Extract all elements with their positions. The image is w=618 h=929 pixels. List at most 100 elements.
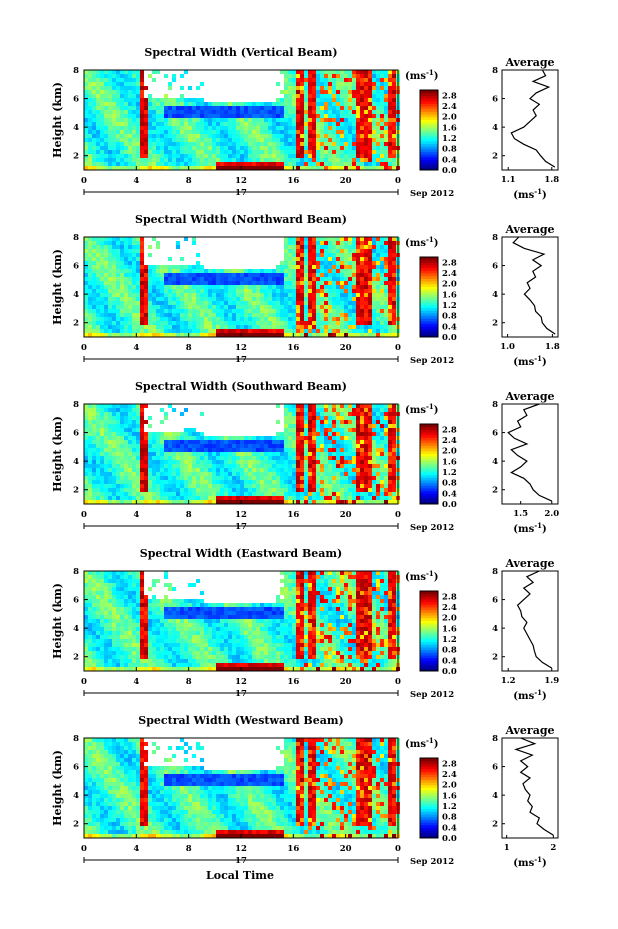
heatmap-cell: [204, 460, 208, 464]
heatmap-cell: [128, 424, 132, 428]
heatmap-cell: [272, 472, 276, 476]
heatmap-cell: [332, 448, 336, 452]
heatmap-cell: [156, 464, 160, 468]
heatmap-cell: [192, 313, 196, 317]
heatmap-cell: [384, 301, 388, 305]
heatmap-cell: [276, 293, 280, 297]
heatmap-cell: [268, 158, 272, 162]
heatmap-cell: [252, 142, 256, 146]
heatmap-cell: [296, 82, 300, 86]
heatmap-cell: [292, 265, 296, 269]
heatmap-cell: [192, 452, 196, 456]
heatmap-cell: [168, 484, 172, 488]
heatmap-cell: [352, 78, 356, 82]
heatmap-cell: [112, 166, 116, 170]
heatmap-cell: [156, 134, 160, 138]
heatmap-cell: [260, 472, 264, 476]
heatmap-cell: [156, 480, 160, 484]
heatmap-cell: [276, 166, 280, 170]
heatmap-cell: [128, 448, 132, 452]
heatmap-cell: [220, 114, 224, 118]
heatmap-cell: [164, 146, 168, 150]
heatmap-cell: [192, 265, 196, 269]
heatmap-cell: [240, 452, 244, 456]
heatmap-cell: [84, 74, 88, 78]
heatmap-cell: [336, 492, 340, 496]
profile-y-tick-label: 4: [492, 123, 498, 133]
heatmap-cell: [324, 484, 328, 488]
heatmap-cell: [136, 150, 140, 154]
heatmap-cell: [320, 440, 324, 444]
heatmap-cell: [256, 285, 260, 289]
heatmap-cell: [256, 138, 260, 142]
heatmap-cell: [256, 154, 260, 158]
heatmap-cell: [376, 249, 380, 253]
heatmap-cell: [372, 118, 376, 122]
heatmap-cell: [388, 281, 392, 285]
heatmap-cell: [88, 241, 92, 245]
heatmap-cell: [364, 134, 368, 138]
heatmap-cell: [268, 468, 272, 472]
heatmap-cell: [388, 98, 392, 102]
heatmap-cell: [300, 496, 304, 500]
heatmap-cell: [236, 325, 240, 329]
heatmap-cell: [116, 424, 120, 428]
heatmap-cell: [184, 118, 188, 122]
heatmap-cell: [152, 440, 156, 444]
heatmap-cell: [144, 114, 148, 118]
heatmap-cell: [100, 440, 104, 444]
heatmap-cell: [116, 452, 120, 456]
heatmap-cell: [108, 114, 112, 118]
heatmap-cell: [124, 460, 128, 464]
heatmap-cell: [300, 142, 304, 146]
heatmap-cell: [104, 158, 108, 162]
heatmap-cell: [188, 86, 192, 90]
heatmap-cell: [352, 325, 356, 329]
heatmap-cell: [136, 154, 140, 158]
heatmap-cell: [140, 488, 144, 492]
heatmap-cell: [144, 273, 148, 277]
heatmap-cell: [320, 496, 324, 500]
heatmap-cell: [216, 162, 220, 166]
heatmap-cell: [156, 305, 160, 309]
heatmap-cell: [228, 150, 232, 154]
heatmap-cell: [292, 281, 296, 285]
heatmap-cell: [172, 126, 176, 130]
heatmap-cell: [288, 158, 292, 162]
heatmap-cell: [376, 281, 380, 285]
heatmap-cell: [236, 281, 240, 285]
heatmap-cell: [312, 448, 316, 452]
heatmap-cell: [184, 313, 188, 317]
heatmap-cell: [240, 114, 244, 118]
heatmap-cell: [352, 146, 356, 150]
heatmap-cell: [344, 94, 348, 98]
heatmap-cell: [320, 464, 324, 468]
heatmap-cell: [228, 158, 232, 162]
heatmap-cell: [120, 261, 124, 265]
heatmap-cell: [84, 325, 88, 329]
heatmap-cell: [340, 70, 344, 74]
heatmap-cell: [336, 317, 340, 321]
heatmap-cell: [300, 158, 304, 162]
heatmap-cell: [200, 317, 204, 321]
heatmap-cell: [312, 305, 316, 309]
heatmap-cell: [260, 142, 264, 146]
heatmap-cell: [144, 142, 148, 146]
heatmap-cell: [264, 118, 268, 122]
heatmap-cell: [248, 472, 252, 476]
heatmap-cell: [292, 313, 296, 317]
heatmap-cell: [200, 150, 204, 154]
heatmap-cell: [92, 273, 96, 277]
heatmap-cell: [192, 289, 196, 293]
heatmap-cell: [116, 241, 120, 245]
heatmap-cell: [144, 126, 148, 130]
heatmap-cell: [380, 317, 384, 321]
heatmap-cell: [312, 480, 316, 484]
heatmap-cell: [252, 297, 256, 301]
heatmap-cell: [324, 420, 328, 424]
heatmap-cell: [116, 78, 120, 82]
heatmap-cell: [304, 309, 308, 313]
heatmap-cell: [148, 484, 152, 488]
heatmap-cell: [388, 114, 392, 118]
heatmap-cell: [328, 329, 332, 333]
